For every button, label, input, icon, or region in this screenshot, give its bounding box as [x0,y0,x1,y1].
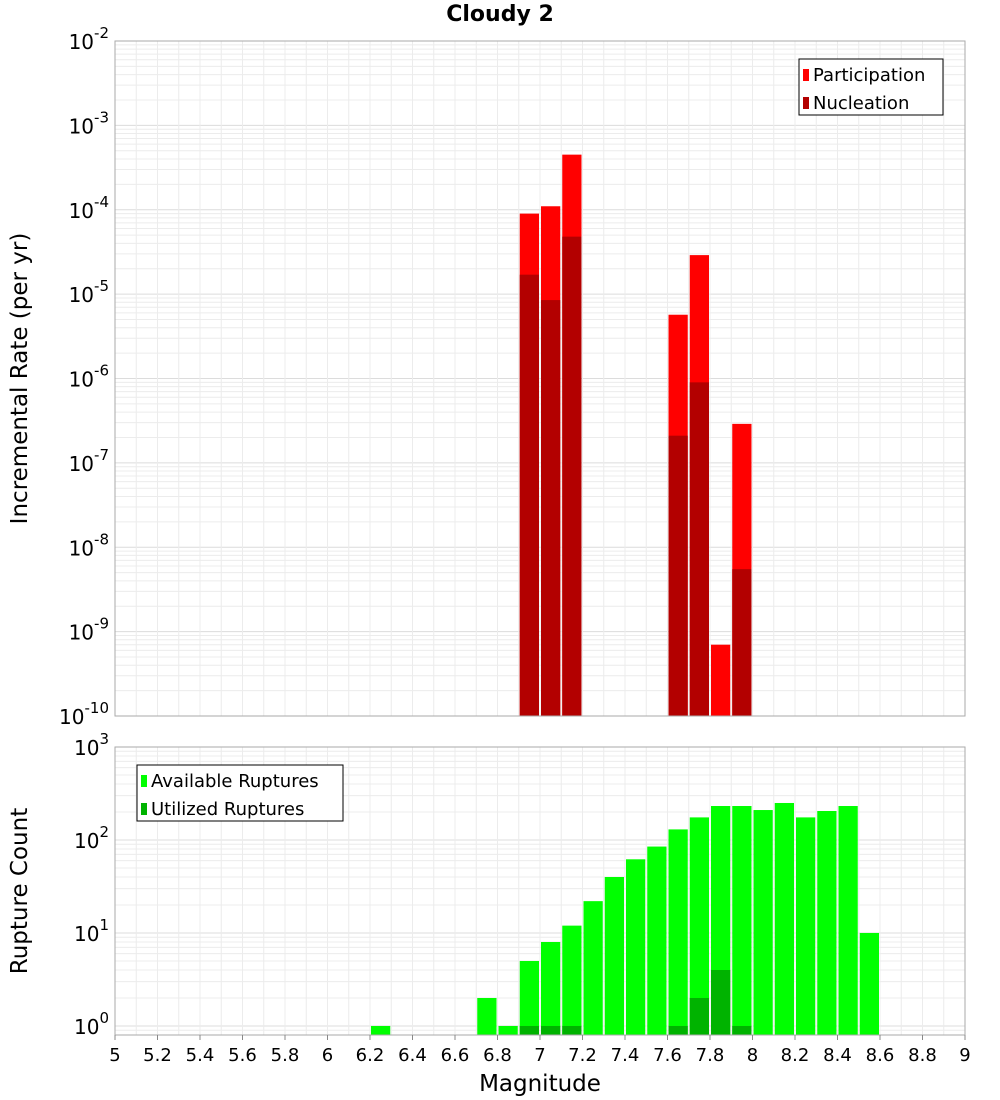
x-tick-label: 6 [322,1045,333,1066]
x-tick-label: 7.8 [696,1045,725,1066]
plot-frame [114,40,966,717]
x-tick-label: 7.6 [653,1045,682,1066]
bar [689,817,709,1035]
legend: Available Ruptures Utilized Ruptures [136,764,344,822]
x-tick-label: 9 [959,1045,970,1066]
y-tick-label: 10-6 [69,362,109,392]
x-tick-label: 6.2 [356,1045,385,1066]
x-tick-label: 5.2 [143,1045,172,1066]
y-tick-label: 103 [74,730,109,760]
bar [519,274,539,716]
bar [711,644,731,716]
x-tick-label: 6.8 [483,1045,512,1066]
bar [753,810,773,1035]
legend-swatch [803,97,809,109]
bar [477,997,497,1035]
y-tick-label: 10-9 [69,615,109,645]
x-tick-label: 8.2 [781,1045,810,1066]
bar [689,382,709,716]
bar [519,960,539,1035]
bar [668,1025,688,1035]
bar [626,859,646,1035]
x-tick-label: 5 [109,1045,120,1066]
bar [519,1025,539,1035]
y-tick-label: 10-5 [69,277,109,307]
legend-swatch [141,803,147,815]
bar [732,569,752,716]
x-tick-label: 8.8 [908,1045,937,1066]
bar [371,1025,391,1035]
bar [711,969,731,1035]
y-tick-label: 100 [74,1009,109,1039]
x-tick-label: 5.4 [186,1045,215,1066]
legend-label: Available Ruptures [151,771,319,792]
x-tick-label: 6.4 [398,1045,427,1066]
legend-label: Nucleation [813,93,909,114]
legend-box [136,764,344,822]
series-1 [371,802,879,1035]
x-tick-label: 5.6 [228,1045,257,1066]
y-tick-label: 10-8 [69,530,109,560]
bar [541,1025,561,1035]
x-tick-label: 8 [747,1045,758,1066]
bar [838,806,858,1035]
y-axis-label: Incremental Rate (per yr) [7,233,33,525]
bar [668,829,688,1035]
bar [604,877,624,1035]
y-tick-label: 101 [74,916,109,946]
x-tick-label: 6.6 [441,1045,470,1066]
legend: Participation Nucleation [798,58,944,116]
x-tick-label: 7.2 [568,1045,597,1066]
bar [562,1025,582,1035]
bar [859,932,879,1035]
legend-box [798,58,944,116]
y-tick-label: 10-7 [69,446,109,476]
bar [562,925,582,1035]
legend-label: Participation [813,65,925,86]
legend-label: Utilized Ruptures [151,799,304,820]
bar [498,1025,518,1035]
bar [541,942,561,1035]
bar [583,901,603,1035]
bar [796,817,816,1035]
panel-2: 103 102 101 100 Rupture Count 5 5.2 5.4 5.6 5.8 6 6… [7,730,971,1097]
panel-1: 10-2 10-3 10-4 10-5 10-6 10-7 10-8 10-9 10-10 Inc… [7,24,966,729]
y-axis-label: Rupture Count [7,808,33,974]
bar [647,846,667,1035]
legend-swatch [141,775,147,787]
x-tick-label: 5.8 [271,1045,300,1066]
y-tick-label: 10-3 [69,108,109,138]
bar [732,806,752,1035]
y-tick-label: 10-2 [69,24,109,54]
bar [817,811,837,1035]
bar [689,997,709,1035]
y-tick-label: 102 [74,823,109,853]
x-tick-label: 8.6 [866,1045,895,1066]
x-axis-label: Magnitude [479,1071,601,1097]
bar [541,300,561,716]
x-tick-label: 7.4 [611,1045,640,1066]
series-2 [519,236,752,716]
y-tick-label: 10-10 [59,699,109,729]
bar [774,802,794,1035]
chart-title: Cloudy 2 [446,2,554,27]
grid [114,40,966,717]
legend-swatch [803,69,809,81]
bar [562,236,582,716]
x-tick-label: 8.4 [823,1045,852,1066]
bar [668,435,688,716]
y-tick-label: 10-4 [69,193,109,223]
x-tick-label: 7 [534,1045,545,1066]
series-2 [519,969,752,1035]
bar [732,1025,752,1035]
